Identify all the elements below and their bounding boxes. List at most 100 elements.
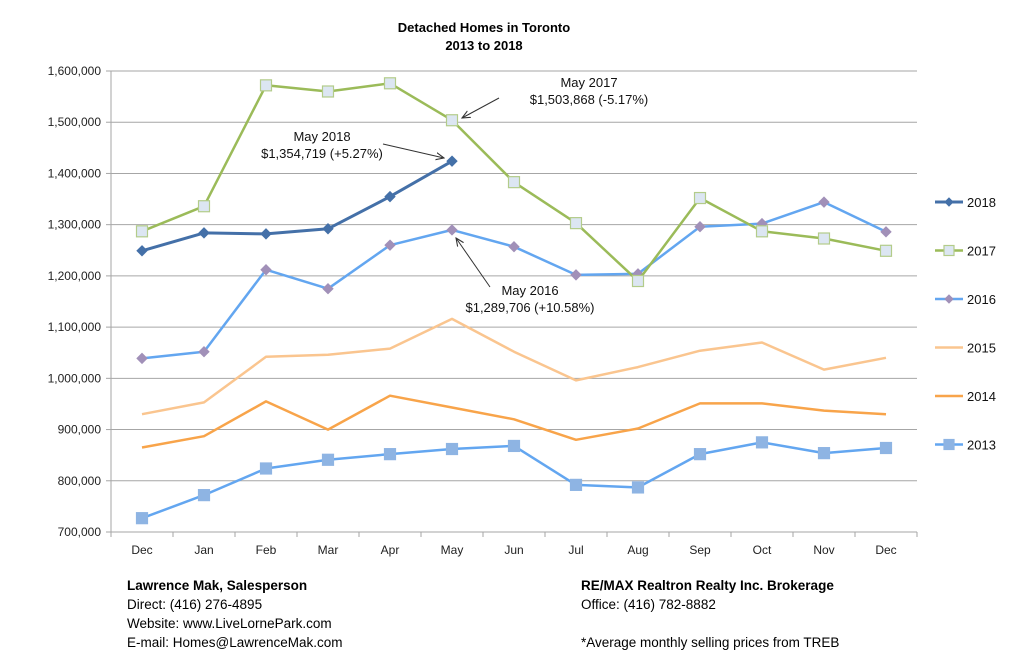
data-point-diamond [322,223,334,235]
legend-label: 2015 [967,341,996,356]
series-line-2015 [141,317,887,416]
y-tick-label: 800,000 [58,474,102,488]
series-line-2016 [141,200,887,360]
y-tick-label: 1,600,000 [48,64,102,78]
data-point-square [755,436,769,449]
y-tick-label: 1,100,000 [48,320,102,334]
agent-email: E-mail: Homes@LawrenceMak.com [127,635,343,650]
data-point-diamond [446,155,458,167]
x-tick-label: Feb [256,543,277,557]
y-tick-label: 700,000 [58,525,102,539]
axes [110,71,917,533]
data-point-square [259,79,273,92]
data-point-diamond [384,190,396,203]
data-point-diamond [944,294,954,304]
data-point-diamond [944,197,954,207]
data-point-square [321,85,335,98]
data-point-diamond [880,226,892,238]
y-tick-label: 1,000,000 [48,371,102,385]
data-point-square [943,438,955,451]
data-point-diamond [508,240,520,253]
data-point-square [817,232,831,245]
series-2017 [135,77,893,288]
data-point-diamond [260,264,272,276]
y-tick-label: 1,300,000 [48,218,102,232]
x-tick-label: May [441,543,464,557]
y-tick-label: 1,400,000 [48,166,102,180]
legend-label: 2013 [967,438,996,453]
x-tick-label: Oct [753,543,772,557]
agent-name: Lawrence Mak, Salesperson [127,578,308,593]
legend: 2018 2017 2016 2015 2014 2013 [935,195,996,453]
legend-item-2013: 2013 [935,438,996,453]
annotations: May 2017 $1,503,868 (-5.17%) May 2018 $1,35… [261,75,648,315]
x-tick-label: Dec [875,543,896,557]
annotation-arrow [462,97,500,118]
annotation-2018: May 2018 $1,354,719 (+5.27%) [261,129,444,161]
data-point-diamond [260,228,272,240]
data-point-diamond [384,239,396,251]
data-point-square [631,481,645,494]
data-point-square [259,462,273,475]
legend-label: 2016 [967,292,996,307]
y-axis-ticks: 700,000 800,000 900,000 1,000,000 1,100,000 1… [48,64,111,539]
data-point-diamond [446,224,458,236]
x-tick-label: Jan [194,543,213,557]
data-point-square [321,453,335,466]
x-tick-label: Jul [568,543,583,557]
x-tick-label: Jun [504,543,523,557]
agent-contact-block: Lawrence Mak, Salesperson Direct: (416) … [127,576,343,652]
data-point-diamond [198,345,210,358]
annotation-arrow [382,143,444,158]
series-line-2018 [141,159,453,253]
line-chart: Detached Homes in Toronto 2013 to 2018 7… [48,20,996,557]
legend-label: 2014 [967,389,996,404]
data-point-square [693,448,707,461]
brokerage-name: RE/MAX Realtron Realty Inc. Brokerage [581,578,834,593]
data-point-square [135,225,149,238]
annotation-title: May 2016 [501,283,558,298]
agent-direct-phone: Direct: (416) 276-4895 [127,597,263,612]
annotation-2017: May 2017 $1,503,868 (-5.17%) [462,75,648,118]
annotation-value: $1,289,706 (+10.58%) [465,300,594,315]
data-point-square [383,77,397,90]
brokerage-block: RE/MAX Realtron Realty Inc. Brokerage Of… [581,576,839,652]
x-tick-label: Nov [813,543,834,557]
data-point-diamond [136,245,148,257]
data-point-square [943,244,955,257]
legend-item-2015: 2015 [935,341,996,356]
data-point-diamond [570,269,582,281]
x-tick-label: Aug [627,543,648,557]
series-group [135,77,893,525]
data-point-square [445,114,459,127]
data-point-diamond [694,221,706,233]
data-point-square [197,489,211,502]
data-point-square [817,447,831,460]
x-tick-label: Dec [131,543,152,557]
agent-website: Website: www.LiveLornePark.com [127,616,332,631]
chart-title: Detached Homes in Toronto [398,20,570,35]
annotation-value: $1,354,719 (+5.27%) [261,146,383,161]
data-point-diamond [322,282,334,295]
legend-label: 2017 [967,244,996,259]
data-point-square [693,191,707,205]
data-point-square [879,244,893,257]
series-line-2014 [141,394,887,449]
data-point-square [445,442,459,456]
x-tick-label: Mar [318,543,339,557]
legend-item-2017: 2017 [935,244,996,259]
data-source-note: *Average monthly selling prices from TRE… [581,635,840,650]
data-point-square [755,225,769,238]
data-point-diamond [198,227,210,239]
series-2015 [141,317,887,416]
data-point-square [197,200,211,213]
legend-item-2016: 2016 [935,292,996,307]
legend-item-2014: 2014 [935,389,996,404]
data-point-square [135,512,149,525]
annotation-value: $1,503,868 (-5.17%) [530,92,649,107]
annotation-title: May 2018 [293,129,350,144]
annotation-title: May 2017 [560,75,617,90]
y-tick-label: 900,000 [58,423,102,437]
x-tick-label: Apr [381,543,400,557]
data-point-diamond [136,352,148,365]
